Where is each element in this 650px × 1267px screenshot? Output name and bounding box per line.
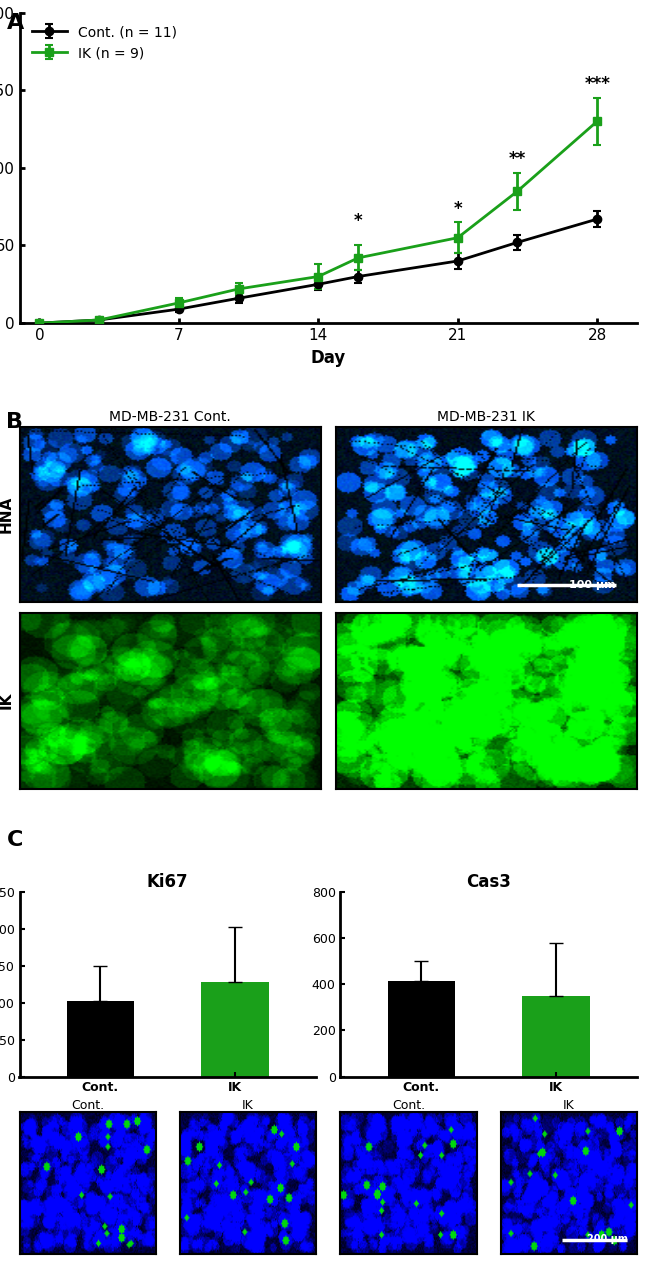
Title: Cont.: Cont. xyxy=(71,1100,104,1112)
Text: *: * xyxy=(354,212,363,231)
Bar xyxy=(523,996,590,1077)
Bar xyxy=(387,981,455,1077)
Text: ***: *** xyxy=(584,75,610,94)
Title: IK: IK xyxy=(242,1100,254,1112)
Title: Cont.: Cont. xyxy=(392,1100,425,1112)
Text: **: ** xyxy=(509,150,526,169)
Bar xyxy=(202,982,269,1077)
Text: *: * xyxy=(454,199,462,218)
Text: A: A xyxy=(6,13,24,33)
Y-axis label: HNA: HNA xyxy=(0,495,14,533)
Y-axis label: IK: IK xyxy=(0,692,14,710)
Text: 100 μm: 100 μm xyxy=(569,580,616,590)
Text: B: B xyxy=(6,412,23,432)
Text: C: C xyxy=(6,830,23,850)
Title: Ki67: Ki67 xyxy=(147,873,188,891)
Title: MD-MB-231 IK: MD-MB-231 IK xyxy=(437,411,536,424)
Title: MD-MB-231 Cont.: MD-MB-231 Cont. xyxy=(109,411,231,424)
Text: 200 μm: 200 μm xyxy=(586,1234,627,1244)
X-axis label: Day: Day xyxy=(311,348,346,366)
Title: Cas3: Cas3 xyxy=(466,873,511,891)
Bar xyxy=(67,1001,134,1077)
Legend: Cont. (n = 11), IK (n = 9): Cont. (n = 11), IK (n = 9) xyxy=(27,19,183,66)
Title: IK: IK xyxy=(563,1100,575,1112)
